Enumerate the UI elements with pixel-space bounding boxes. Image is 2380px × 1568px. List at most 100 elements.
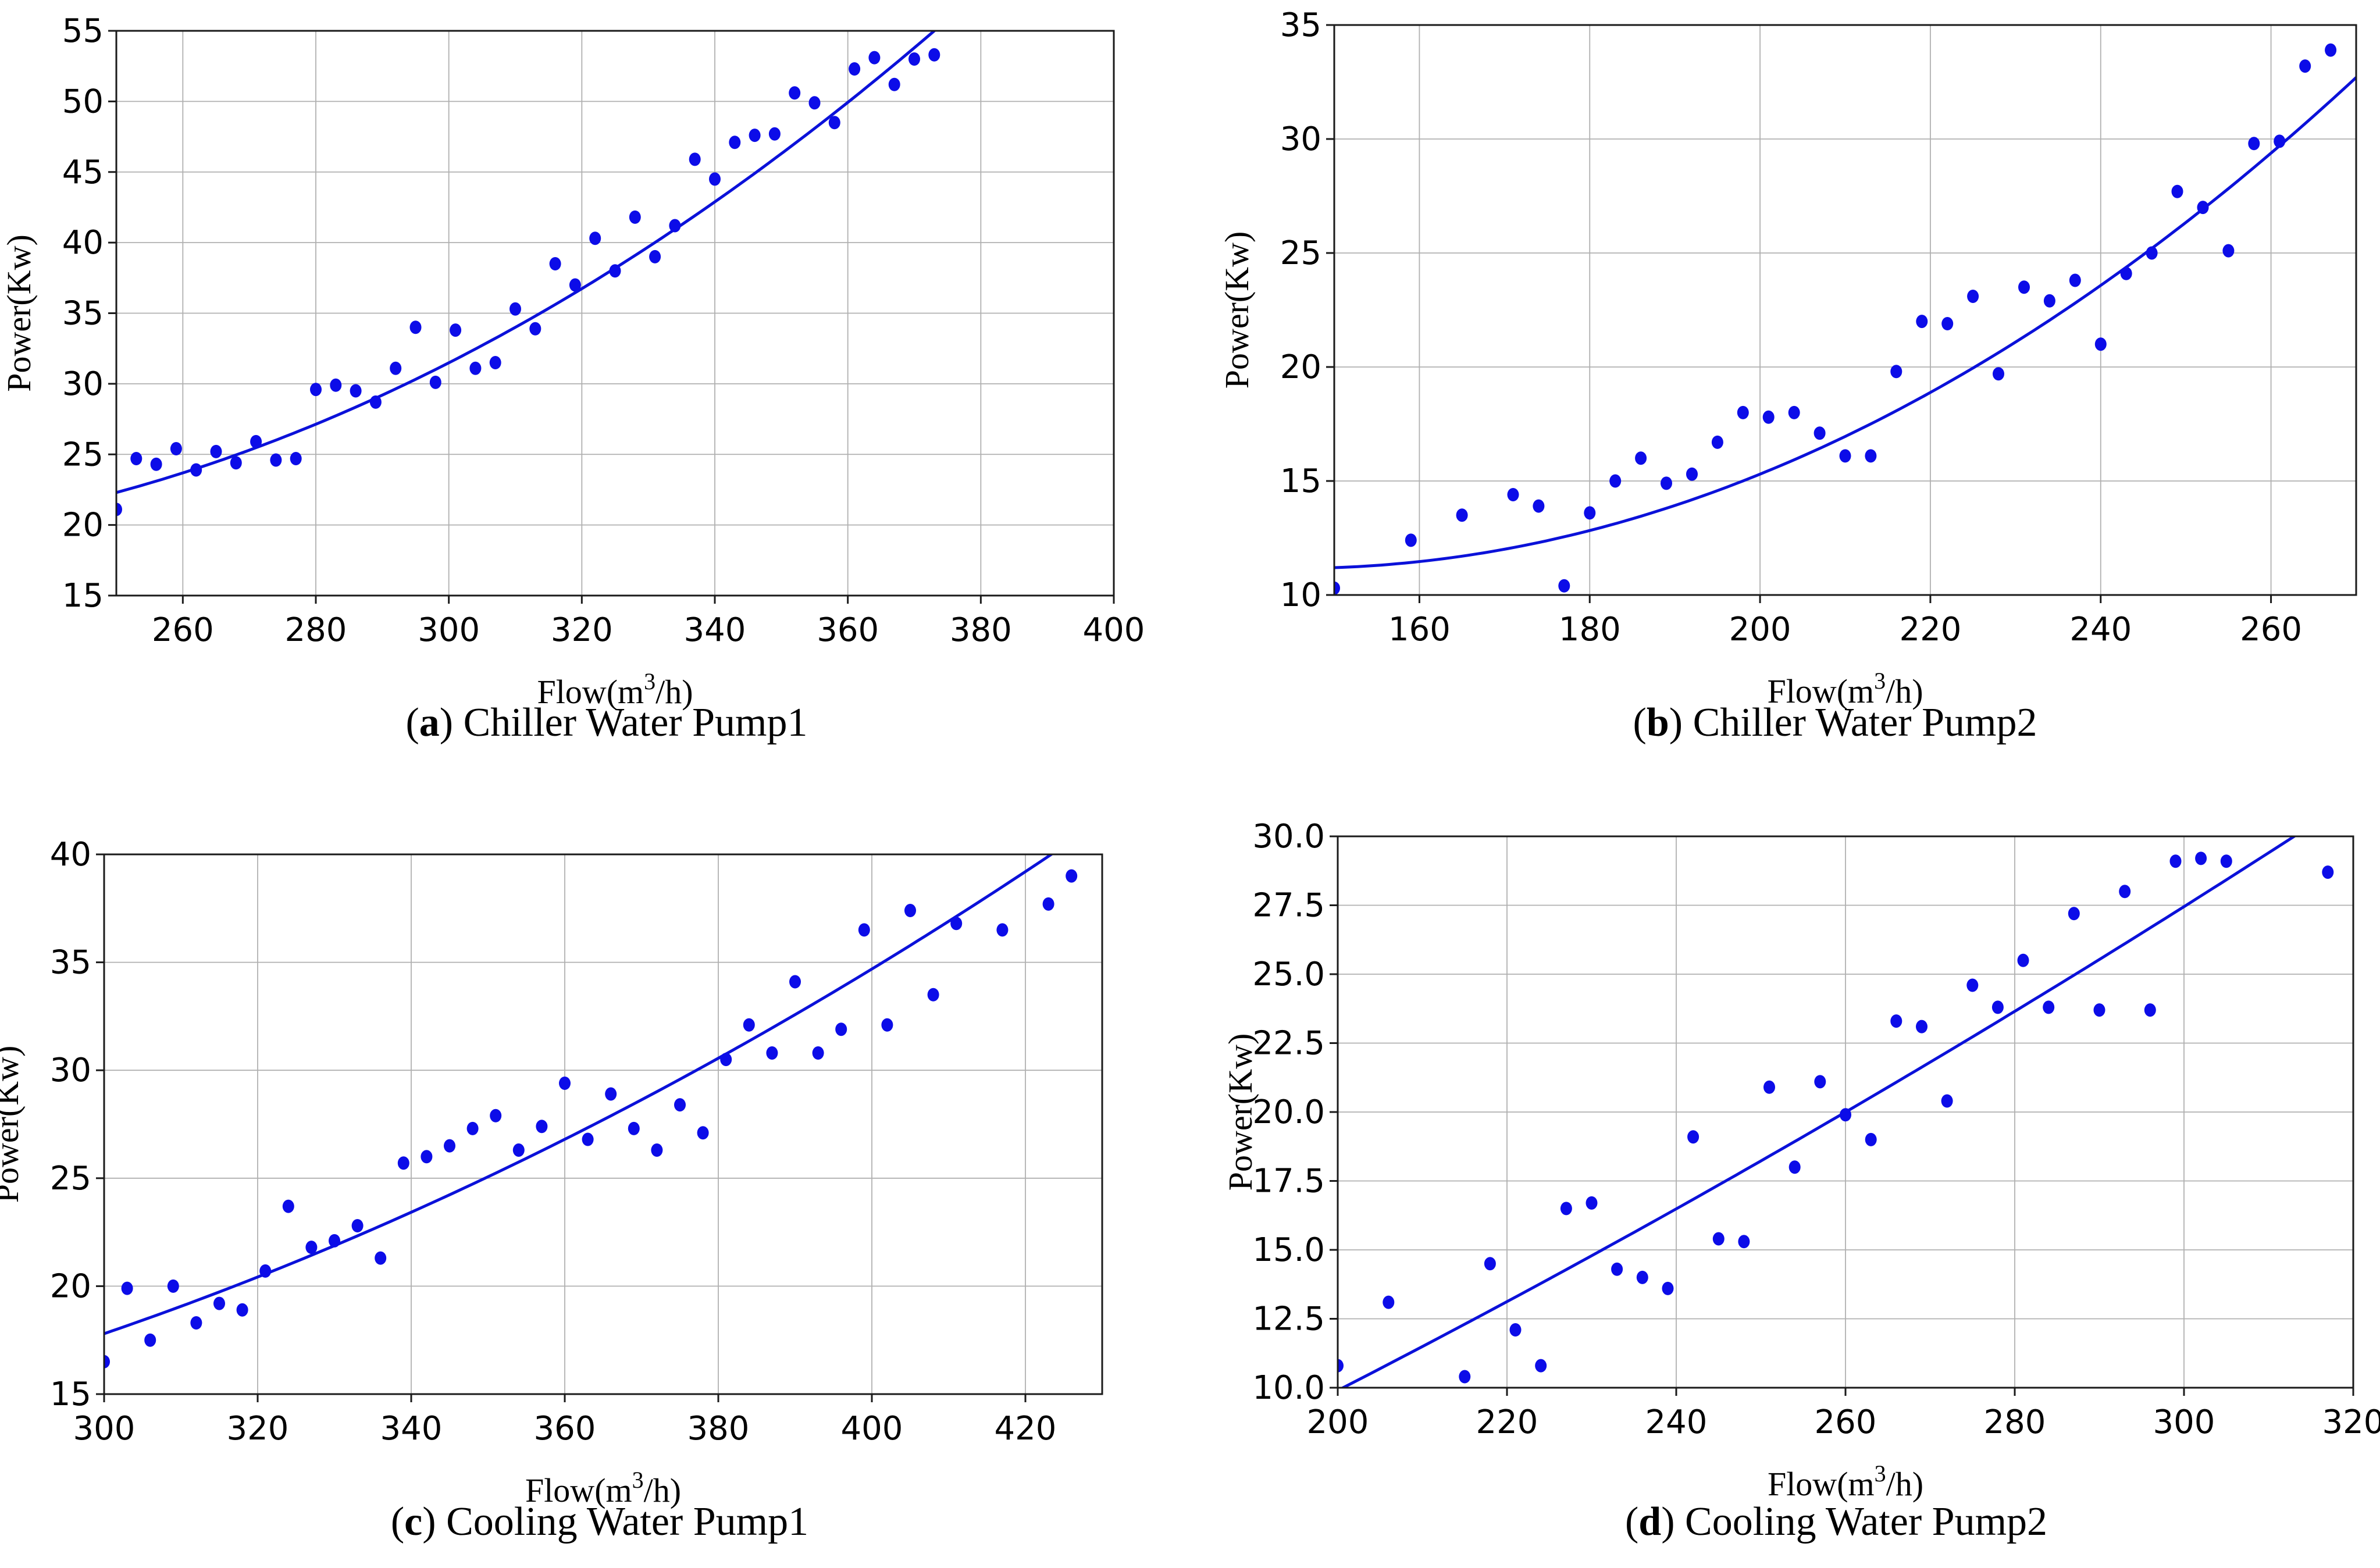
tick-marks: [108, 30, 1115, 604]
data-point: [2144, 1003, 2156, 1017]
gridlines: [1334, 24, 2356, 596]
data-point: [330, 378, 342, 392]
caption-c-letter: c: [404, 1499, 423, 1544]
subplot-b: 160 180 200 220 240 260 10 15 20 25 30 35 Flow(m3/h)…: [1190, 0, 2380, 784]
caption-d-close: ): [1661, 1499, 1675, 1544]
data-point: [1338, 1359, 1344, 1373]
x-tick-label: 360: [534, 1410, 596, 1448]
caption-d-title: Cooling Water Pump2: [1674, 1499, 2048, 1544]
data-point: [1814, 1075, 1826, 1089]
data-point: [1535, 1359, 1547, 1373]
x-tick-label: 240: [1645, 1403, 1708, 1441]
data-point: [350, 384, 362, 398]
data-point: [628, 1121, 640, 1135]
scatter-points: [104, 869, 1078, 1369]
data-point: [170, 442, 182, 455]
data-point: [835, 1022, 847, 1036]
data-point: [1890, 365, 1902, 379]
data-point: [512, 1143, 525, 1157]
data-point: [1788, 1160, 1801, 1174]
x-tick-label: 200: [1729, 611, 1791, 648]
caption-d-letter: d: [1638, 1499, 1662, 1544]
x-axis-label: Flow(m3/h): [525, 1467, 681, 1509]
data-point: [1686, 467, 1698, 481]
data-point: [144, 1333, 156, 1347]
data-point: [2248, 137, 2260, 151]
data-point: [828, 116, 840, 130]
plot-frame: [1333, 24, 2357, 596]
scatter-points: [1338, 851, 2334, 1384]
data-point: [549, 257, 561, 270]
data-point: [1584, 506, 1596, 520]
data-point: [609, 264, 621, 278]
x-tick-label: 260: [152, 611, 214, 649]
x-tick-label: 380: [950, 611, 1012, 649]
x-tick-label: 320: [551, 611, 613, 649]
data-point: [1383, 1295, 1395, 1309]
data-point: [490, 1109, 502, 1122]
data-point: [213, 1296, 225, 1310]
x-tick-label: 240: [2069, 611, 2132, 648]
data-point: [167, 1279, 179, 1293]
x-tick-label: 260: [1815, 1403, 1877, 1441]
x-tick-label: 200: [1307, 1403, 1369, 1441]
data-point: [849, 62, 861, 76]
data-point: [469, 361, 482, 375]
data-point: [888, 77, 900, 91]
data-point: [1484, 1257, 1496, 1271]
tick-labels: 200 220 240 260 280 300 320 10.0 12.5 15.0 17.5 20.…: [1252, 818, 2380, 1441]
y-tick-label: 25: [62, 436, 104, 473]
data-point: [1586, 1196, 1598, 1210]
y-axis-label: Power(Kw): [0, 1046, 26, 1203]
data-point: [409, 320, 422, 334]
data-point: [749, 129, 761, 142]
y-tick-label: 30: [62, 365, 104, 403]
data-point: [270, 453, 282, 467]
x-tick-label: 300: [2153, 1403, 2215, 1441]
data-point: [1558, 579, 1570, 593]
y-tick-label: 30: [50, 1052, 91, 1089]
data-point: [2043, 1000, 2055, 1014]
caption-b: (b) Chiller Water Pump2: [1240, 697, 2380, 749]
data-point: [808, 96, 821, 110]
data-point: [651, 1143, 663, 1157]
y-tick-label: 15: [50, 1375, 91, 1413]
x-tick-label: 260: [2240, 611, 2302, 648]
fit-curve: [1334, 76, 2356, 569]
data-point: [2169, 854, 2182, 868]
data-point: [2299, 59, 2311, 73]
data-point: [397, 1156, 409, 1170]
data-point: [674, 1098, 686, 1112]
data-point: [305, 1241, 318, 1255]
y-tick-label: 35: [62, 295, 104, 333]
data-point: [1991, 1000, 2004, 1014]
y-tick-label: 50: [62, 83, 104, 120]
scatter-plot-c: 300 320 340 360 380 400 420 15 20 25 30 35 40 Flow(m3…: [0, 836, 1103, 1509]
x-tick-label: 340: [684, 611, 746, 649]
data-point: [2220, 854, 2232, 868]
caption-b-title: Chiller Water Pump2: [1683, 700, 2037, 745]
y-tick-label: 25: [50, 1160, 91, 1198]
data-point: [2119, 885, 2131, 899]
data-point: [190, 1316, 202, 1330]
y-tick-label: 20: [1280, 348, 1321, 386]
caption-a-title: Chiller Water Pump1: [453, 700, 808, 745]
tick-marks: [96, 853, 1027, 1402]
data-point: [1993, 367, 2004, 381]
x-axis-label: Flow(m3/h): [1768, 1460, 1923, 1503]
subplot-d: 200 220 240 260 280 300 320 10.0 12.5 15.0 17.5 20.…: [1190, 784, 2380, 1568]
y-axis-label: Power(Kw): [1218, 231, 1256, 389]
data-point: [1456, 508, 1468, 522]
data-point: [1334, 581, 1340, 595]
data-point: [1611, 1262, 1623, 1276]
x-tick-label: 320: [227, 1410, 289, 1448]
data-point: [329, 1234, 340, 1248]
data-point: [589, 231, 601, 245]
data-point: [2094, 337, 2107, 351]
data-point: [858, 923, 870, 937]
caption-b-letter: b: [1646, 700, 1669, 745]
data-point: [421, 1150, 433, 1164]
data-point: [559, 1077, 571, 1090]
plot-frame: [103, 853, 1103, 1395]
data-point: [1840, 1108, 1851, 1122]
